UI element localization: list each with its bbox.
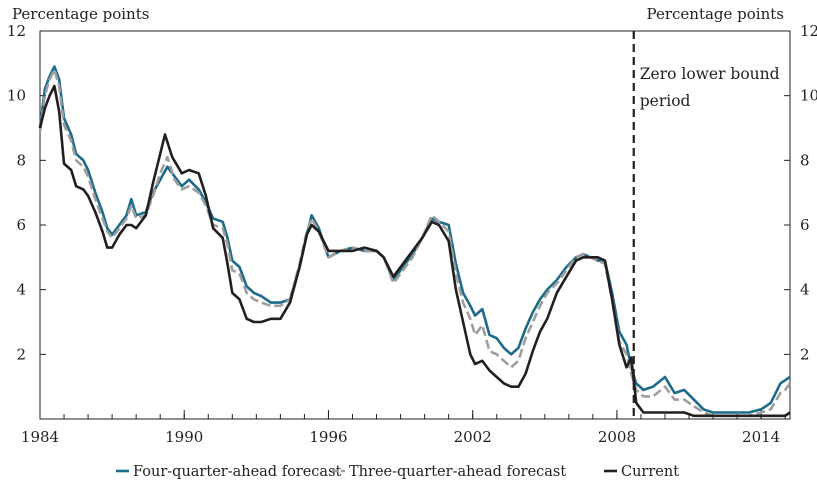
series-line-four-quarter-ahead-forecast	[38, 65, 791, 414]
y-tick-label-left: 10	[7, 87, 26, 105]
y-axis-left: 2 4 6 8 10 12	[7, 22, 46, 363]
x-tick-label: 1984	[21, 428, 59, 446]
x-tick-label: 2014	[742, 428, 780, 446]
y-tick-label-left: 4	[16, 281, 26, 299]
y-tick-label-right: 2	[800, 345, 810, 363]
legend-label: Current	[621, 464, 679, 480]
plot-area-frame	[39, 30, 791, 420]
y-tick-label-right: 8	[800, 151, 810, 169]
y-tick-label-right: 10	[800, 87, 817, 105]
zero-lower-bound-label-line-1: Zero lower bound	[640, 65, 780, 83]
x-tick-label: 2008	[598, 428, 636, 446]
series-line-current	[38, 84, 791, 418]
y-tick-label-right: 6	[800, 216, 810, 234]
series-line-three-quarter-ahead-forecast	[38, 68, 792, 418]
x-axis: 1984 1990 1996 2002 2008 2014	[21, 410, 786, 446]
legend: Four-quarter-ahead forecast Three-quarter…	[116, 464, 679, 480]
y-tick-label-left: 8	[16, 151, 26, 169]
x-tick-label: 2002	[454, 428, 492, 446]
y-axis-right: 2 4 6 8 10 12	[784, 22, 817, 363]
x-tick-label: 1996	[309, 428, 347, 446]
y-tick-label-left: 12	[7, 22, 26, 40]
legend-label: Three-quarter-ahead forecast	[349, 464, 566, 480]
y-tick-label-left: 6	[16, 216, 26, 234]
left-unit-label: Percentage points	[12, 5, 149, 23]
y-tick-label-left: 2	[16, 345, 26, 363]
y-tick-label-right: 4	[800, 281, 810, 299]
zero-lower-bound-label-line-2: period	[640, 92, 691, 110]
right-unit-label: Percentage points	[647, 5, 784, 23]
y-tick-label-right: 12	[800, 22, 817, 40]
series-layer	[38, 65, 792, 418]
x-tick-label: 1990	[165, 428, 203, 446]
legend-label: Four-quarter-ahead forecast	[133, 464, 342, 480]
